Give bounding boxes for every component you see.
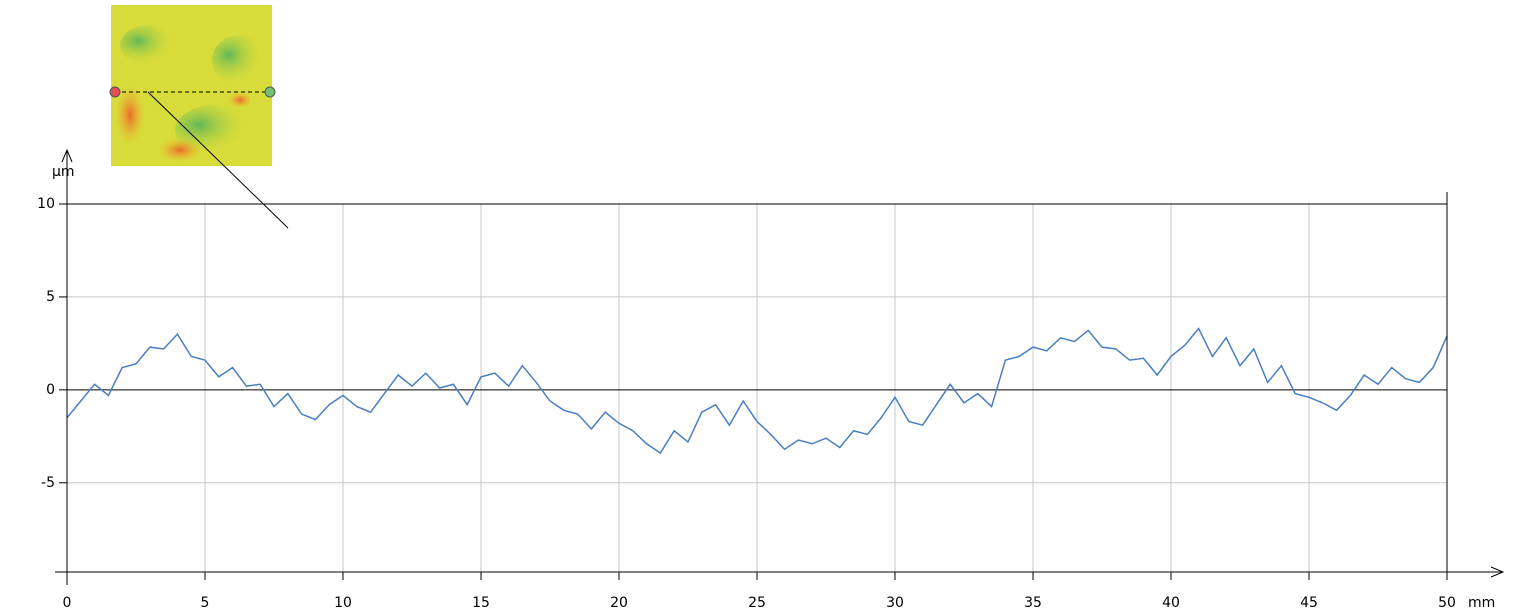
- x-tick-label: 35: [1024, 595, 1042, 611]
- y-tick-label: 0: [46, 382, 55, 398]
- x-tick-label: 25: [748, 595, 766, 611]
- profile-line: [66, 327, 1448, 455]
- x-tick-label: 20: [610, 595, 628, 611]
- x-tick-label: 10: [334, 595, 352, 611]
- x-tick-label: 40: [1162, 595, 1180, 611]
- x-tick-label: 0: [63, 595, 72, 611]
- x-tick-label: 15: [472, 595, 490, 611]
- y-tick-label: -5: [41, 475, 55, 491]
- y-tick-label: 5: [46, 289, 55, 305]
- x-tick-label: 45: [1300, 595, 1318, 611]
- x-unit: mm: [1468, 595, 1495, 611]
- surface-thumbnail: [109, 5, 289, 229]
- x-tick-label: 30: [886, 595, 904, 611]
- y-tick-label: 10: [37, 196, 55, 212]
- x-tick-label: 5: [201, 595, 210, 611]
- y-arrow: [61, 148, 73, 163]
- x-tick-label: 50: [1438, 595, 1456, 611]
- x-arrow: [1490, 566, 1505, 578]
- y-unit: µm: [52, 164, 75, 180]
